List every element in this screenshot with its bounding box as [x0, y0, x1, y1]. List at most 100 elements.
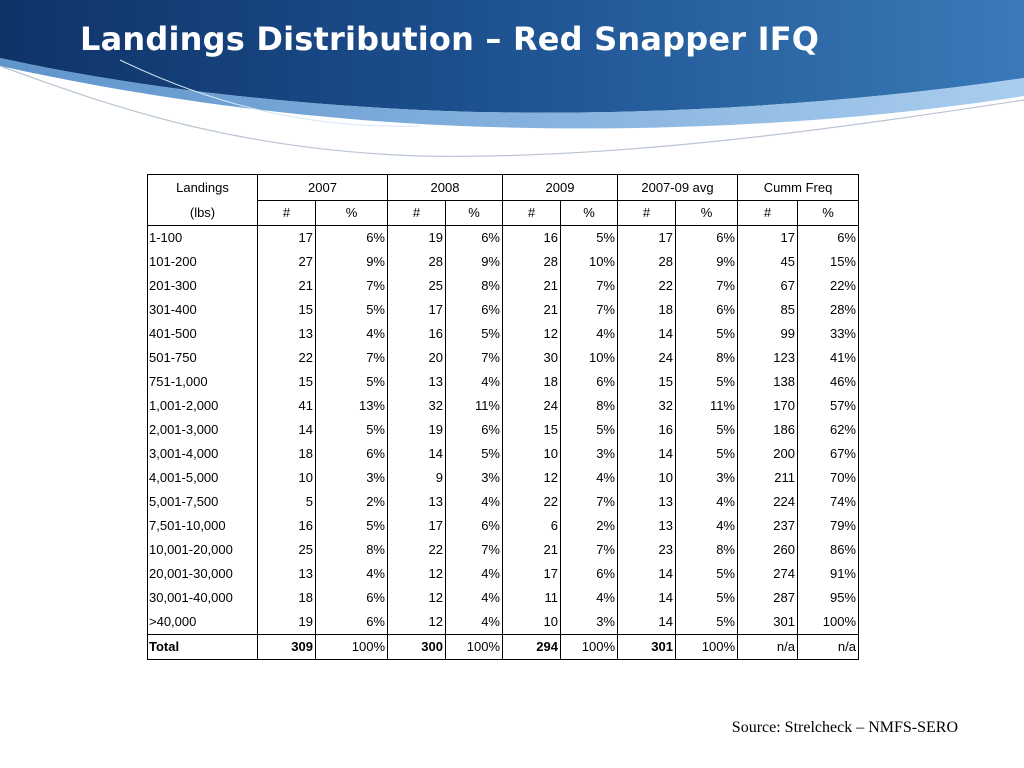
table-cell: 4% — [445, 562, 503, 586]
table-cell: 8% — [675, 538, 738, 562]
table-cell: 5% — [560, 225, 618, 250]
landings-table: Landings 2007 2008 2009 2007-09 avg Cumm… — [147, 174, 859, 660]
subheader-cell: % — [445, 200, 503, 226]
total-cell: 294 — [502, 634, 561, 660]
row-label: 3,001-4,000 — [147, 442, 258, 466]
table-cell: 4% — [560, 466, 618, 490]
table-cell: 20 — [387, 346, 446, 370]
row-label: 751-1,000 — [147, 370, 258, 394]
table-cell: 4% — [560, 322, 618, 346]
table-cell: 22 — [387, 538, 446, 562]
table-cell: 30 — [502, 346, 561, 370]
table-cell: 237 — [737, 514, 798, 538]
table-cell: 14 — [617, 442, 676, 466]
table-row: 3,001-4,000 18 6% 14 5% 10 3% 14 5% 200 67% — [147, 442, 859, 466]
total-cell: 100% — [675, 634, 738, 660]
table-cell: 6% — [315, 586, 388, 610]
table-cell: 17 — [617, 225, 676, 250]
table-cell: 28 — [502, 250, 561, 274]
row-label: 10,001-20,000 — [147, 538, 258, 562]
table-cell: 18 — [617, 298, 676, 322]
subheader-cell: % — [315, 200, 388, 226]
table-cell: 100% — [797, 610, 859, 635]
table-cell: 123 — [737, 346, 798, 370]
table-cell: 13 — [387, 370, 446, 394]
table-cell: 224 — [737, 490, 798, 514]
table-row: 751-1,000 15 5% 13 4% 18 6% 15 5% 138 46% — [147, 370, 859, 394]
row-label: 101-200 — [147, 250, 258, 274]
table-cell: 46% — [797, 370, 859, 394]
table-cell: 41 — [257, 394, 316, 418]
total-cell: 100% — [560, 634, 618, 660]
table-row: 7,501-10,000 16 5% 17 6% 6 2% 13 4% 237 79% — [147, 514, 859, 538]
table-cell: 274 — [737, 562, 798, 586]
table-cell: 2% — [315, 490, 388, 514]
row-label: 401-500 — [147, 322, 258, 346]
table-cell: 21 — [502, 298, 561, 322]
table-cell: 22% — [797, 274, 859, 298]
table-cell: 5% — [675, 562, 738, 586]
table-cell: 14 — [617, 610, 676, 635]
header-landings: Landings — [147, 174, 258, 201]
table-cell: 24 — [617, 346, 676, 370]
table-cell: 9 — [387, 466, 446, 490]
table-cell: 138 — [737, 370, 798, 394]
table-cell: 17 — [387, 514, 446, 538]
table-cell: 170 — [737, 394, 798, 418]
header-cumm-freq: Cumm Freq — [737, 174, 859, 201]
total-cell: 100% — [445, 634, 503, 660]
table-cell: 10 — [502, 610, 561, 635]
row-label: 2,001-3,000 — [147, 418, 258, 442]
table-cell: 19 — [387, 225, 446, 250]
table-cell: 3% — [315, 466, 388, 490]
table-cell: 28 — [387, 250, 446, 274]
total-row: Total 309 100% 300 100% 294 100% 301 100% n/a n/a — [147, 634, 859, 660]
table-row: 30,001-40,000 18 6% 12 4% 11 4% 14 5% 287 95% — [147, 586, 859, 610]
table-row: 101-200 27 9% 28 9% 28 10% 28 9% 45 15% — [147, 250, 859, 274]
table-row: 2,001-3,000 14 5% 19 6% 15 5% 16 5% 186 62% — [147, 418, 859, 442]
row-label: 1-100 — [147, 225, 258, 250]
table-cell: 211 — [737, 466, 798, 490]
row-label: 201-300 — [147, 274, 258, 298]
table-cell: 5 — [257, 490, 316, 514]
row-label: >40,000 — [147, 610, 258, 635]
row-label: 301-400 — [147, 298, 258, 322]
table-cell: 301 — [737, 610, 798, 635]
table-cell: 14 — [387, 442, 446, 466]
table-cell: 7% — [445, 538, 503, 562]
table-cell: 6% — [445, 298, 503, 322]
table-cell: 17 — [257, 225, 316, 250]
table-header-row: Landings 2007 2008 2009 2007-09 avg Cumm… — [147, 174, 859, 201]
table-cell: 6 — [502, 514, 561, 538]
table-cell: 79% — [797, 514, 859, 538]
table-cell: 15 — [257, 370, 316, 394]
table-cell: 27 — [257, 250, 316, 274]
table-cell: 86% — [797, 538, 859, 562]
table-cell: 5% — [315, 298, 388, 322]
table-cell: 85 — [737, 298, 798, 322]
table-cell: 3% — [560, 610, 618, 635]
table-cell: 4% — [675, 514, 738, 538]
table-cell: 13% — [315, 394, 388, 418]
total-cell: 300 — [387, 634, 446, 660]
subheader-cell: # — [257, 200, 316, 226]
table-cell: 4% — [445, 370, 503, 394]
total-cell: n/a — [797, 634, 859, 660]
table-cell: 15% — [797, 250, 859, 274]
table-cell: 3% — [445, 466, 503, 490]
table-cell: 22 — [502, 490, 561, 514]
total-cell: 309 — [257, 634, 316, 660]
table-row: 301-400 15 5% 17 6% 21 7% 18 6% 85 28% — [147, 298, 859, 322]
table-cell: 6% — [445, 418, 503, 442]
table-cell: 10 — [617, 466, 676, 490]
table-cell: 12 — [502, 322, 561, 346]
table-cell: 7% — [560, 490, 618, 514]
table-cell: 5% — [675, 586, 738, 610]
row-label: 7,501-10,000 — [147, 514, 258, 538]
row-label: 1,001-2,000 — [147, 394, 258, 418]
table-cell: 67% — [797, 442, 859, 466]
table-cell: 13 — [617, 514, 676, 538]
table-cell: 5% — [675, 370, 738, 394]
table-cell: 21 — [502, 274, 561, 298]
table-cell: 15 — [617, 370, 676, 394]
